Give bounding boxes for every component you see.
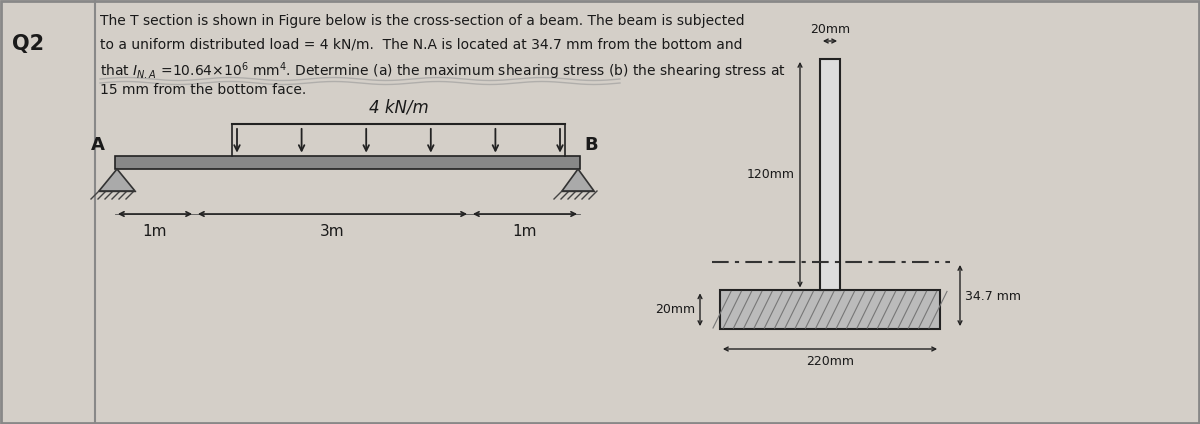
Text: 120mm: 120mm bbox=[746, 168, 796, 181]
Polygon shape bbox=[562, 169, 594, 191]
Text: that $I_{N.A}$ =10.64$\times$10$^6$ mm$^4$. Determine (a) the maximum shearing s: that $I_{N.A}$ =10.64$\times$10$^6$ mm$^… bbox=[100, 60, 786, 81]
Bar bbox=[820, 59, 840, 290]
Text: to a uniform distributed load = 4 kN/m.  The N.A is located at 34.7 mm from the : to a uniform distributed load = 4 kN/m. … bbox=[100, 37, 743, 51]
Bar bbox=[720, 290, 940, 329]
Polygon shape bbox=[98, 169, 134, 191]
Text: 34.7 mm: 34.7 mm bbox=[965, 290, 1021, 303]
Text: 3m: 3m bbox=[320, 224, 344, 239]
Text: 4 kN/m: 4 kN/m bbox=[368, 98, 428, 116]
Bar bbox=[715, 9, 995, 339]
Text: The T section is shown in Figure below is the cross-section of a beam. The beam : The T section is shown in Figure below i… bbox=[100, 14, 745, 28]
Text: A: A bbox=[91, 136, 106, 154]
Text: 20mm: 20mm bbox=[655, 303, 695, 316]
Text: 15 mm from the bottom face.: 15 mm from the bottom face. bbox=[100, 83, 306, 97]
Text: 220mm: 220mm bbox=[806, 355, 854, 368]
Text: 20mm: 20mm bbox=[810, 23, 850, 36]
Bar bbox=[115, 156, 580, 169]
Text: Q2: Q2 bbox=[12, 34, 44, 54]
Text: B: B bbox=[584, 136, 598, 154]
Text: 1m: 1m bbox=[143, 224, 167, 239]
Text: 1m: 1m bbox=[512, 224, 538, 239]
